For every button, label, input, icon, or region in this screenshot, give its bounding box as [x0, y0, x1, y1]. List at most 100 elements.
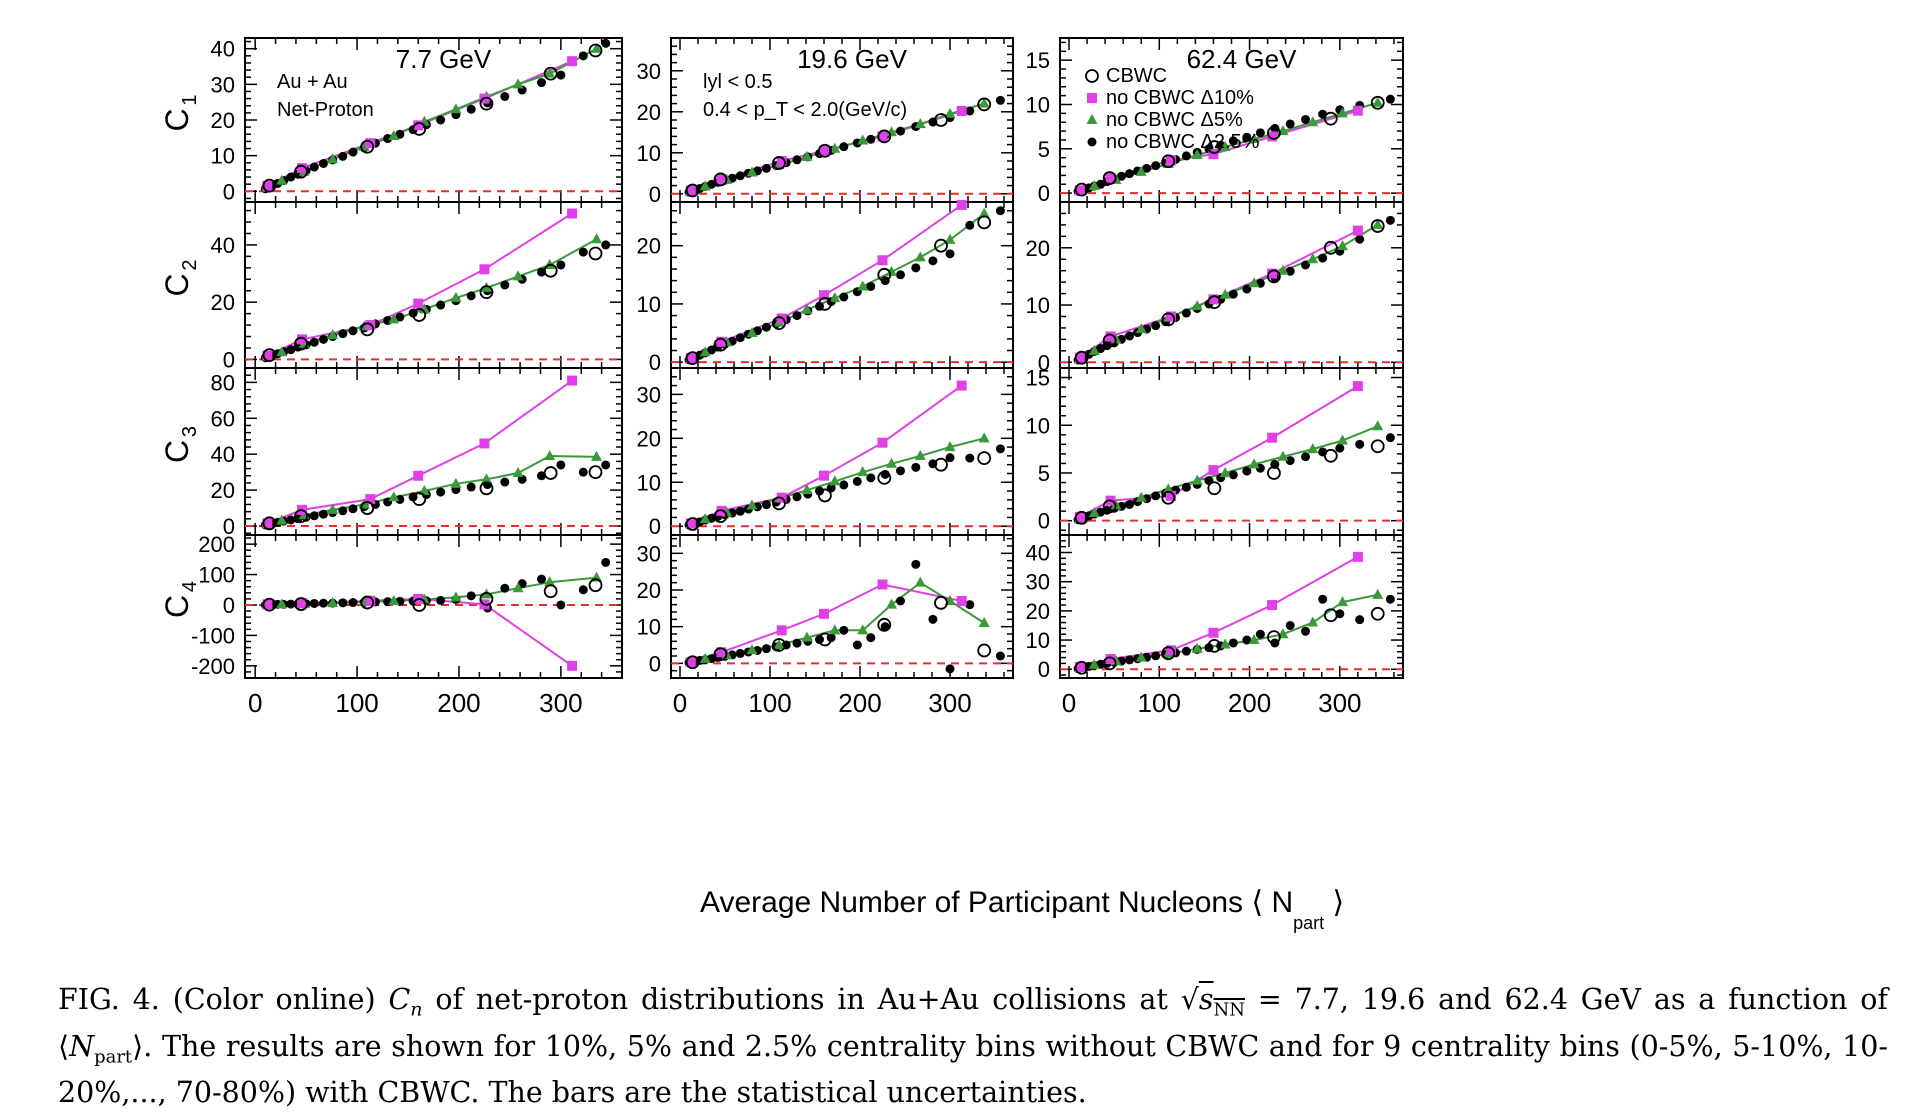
point-d5	[450, 291, 462, 302]
point-cbwc	[1370, 95, 1385, 110]
point-d25	[1385, 594, 1395, 604]
point-d25	[318, 158, 328, 168]
point-cbwc	[1102, 333, 1117, 348]
point-d25	[792, 638, 802, 648]
point-d25	[1125, 331, 1135, 341]
line-d10	[267, 597, 573, 667]
point-d25	[537, 267, 547, 277]
y-tick-label: 10	[637, 141, 661, 166]
point-d10	[716, 647, 727, 658]
point-d25	[995, 444, 1005, 454]
point-d25	[911, 263, 921, 273]
point-d25	[436, 487, 446, 497]
point-d5	[914, 118, 926, 129]
point-cbwc	[479, 591, 494, 606]
point-d25	[1228, 289, 1238, 299]
point-cbwc	[1161, 490, 1176, 505]
y-axis-label: C	[159, 108, 195, 131]
point-d5	[1372, 218, 1384, 229]
point-d5	[1337, 240, 1349, 251]
point-d25	[1125, 169, 1135, 179]
point-d10	[1074, 185, 1085, 196]
point-d25	[286, 599, 296, 609]
point-d10	[716, 336, 727, 347]
y-tick-label: 0	[1038, 350, 1050, 375]
point-cbwc	[685, 183, 700, 198]
point-d25	[537, 574, 547, 584]
point-cbwc	[1074, 660, 1089, 675]
point-d25	[286, 172, 296, 182]
point-d25	[1151, 651, 1161, 661]
point-d25	[517, 474, 527, 484]
point-d25	[735, 171, 745, 181]
point-d5	[914, 449, 926, 460]
point-d5	[829, 624, 841, 635]
point-cbwc	[360, 322, 375, 337]
point-d10	[1105, 654, 1116, 665]
point-d25	[866, 473, 876, 483]
line-d5	[690, 581, 985, 664]
point-d25	[338, 329, 348, 339]
point-d5	[1219, 141, 1231, 152]
point-d25	[309, 337, 319, 347]
legend-entry: no CBWC Δ2.5%	[1106, 131, 1260, 153]
annotation: 0.4 < p_T < 2.0(GeV/c)	[703, 99, 907, 121]
point-d25	[395, 312, 405, 322]
point-d25	[1285, 620, 1295, 630]
point-d25	[761, 322, 771, 332]
point-d5	[1135, 651, 1147, 662]
point-cbwc	[1102, 656, 1117, 671]
point-d25	[1242, 635, 1252, 645]
point-cbwc	[934, 113, 948, 127]
point-d5	[327, 329, 339, 340]
y-tick-label: 30	[211, 72, 235, 97]
point-d5	[327, 153, 339, 164]
point-cbwc	[412, 122, 427, 136]
point-cbwc	[479, 96, 494, 111]
point-d10	[479, 438, 490, 449]
point-d25	[911, 559, 921, 569]
point-d25	[318, 334, 328, 344]
y-tick-label: 20	[637, 426, 661, 451]
point-d25	[1285, 456, 1295, 466]
point-d25	[1301, 452, 1311, 462]
point-d25	[556, 260, 566, 270]
y-tick-label: 10	[1026, 628, 1050, 653]
point-d5	[512, 270, 524, 281]
point-d25	[852, 476, 862, 486]
point-d25	[911, 462, 921, 472]
point-d5	[1088, 658, 1100, 669]
point-d5	[276, 598, 288, 609]
point-d25	[318, 509, 328, 519]
point-d25	[1125, 499, 1135, 509]
panel-C2-62.4: 0 10 20	[1026, 201, 1404, 375]
point-d5	[801, 484, 813, 495]
point-d25	[1355, 234, 1365, 244]
x-tick-label: 100	[1138, 688, 1181, 718]
point-d25	[318, 598, 328, 608]
point-d25	[1116, 171, 1126, 181]
point-d25	[601, 38, 611, 48]
point-d5	[388, 491, 400, 502]
point-d25	[965, 453, 975, 463]
point-d25	[601, 557, 611, 567]
y-axis-label: C	[159, 273, 195, 296]
point-d5	[1219, 638, 1231, 649]
point-d10	[819, 470, 829, 481]
point-d25	[500, 583, 510, 593]
point-d25	[896, 126, 905, 136]
point-d5	[1191, 300, 1203, 311]
point-d25	[761, 644, 771, 654]
y-tick-label: 0	[223, 514, 235, 539]
point-d10	[956, 105, 967, 116]
point-d5	[801, 631, 813, 642]
point-d25	[896, 596, 905, 606]
legend-entry: no CBWC Δ5%	[1106, 109, 1243, 131]
point-cbwc	[977, 97, 992, 112]
point-d5	[829, 292, 841, 303]
x-tick-label: 200	[1228, 688, 1271, 718]
point-cbwc	[588, 578, 603, 593]
point-d25	[761, 163, 771, 173]
